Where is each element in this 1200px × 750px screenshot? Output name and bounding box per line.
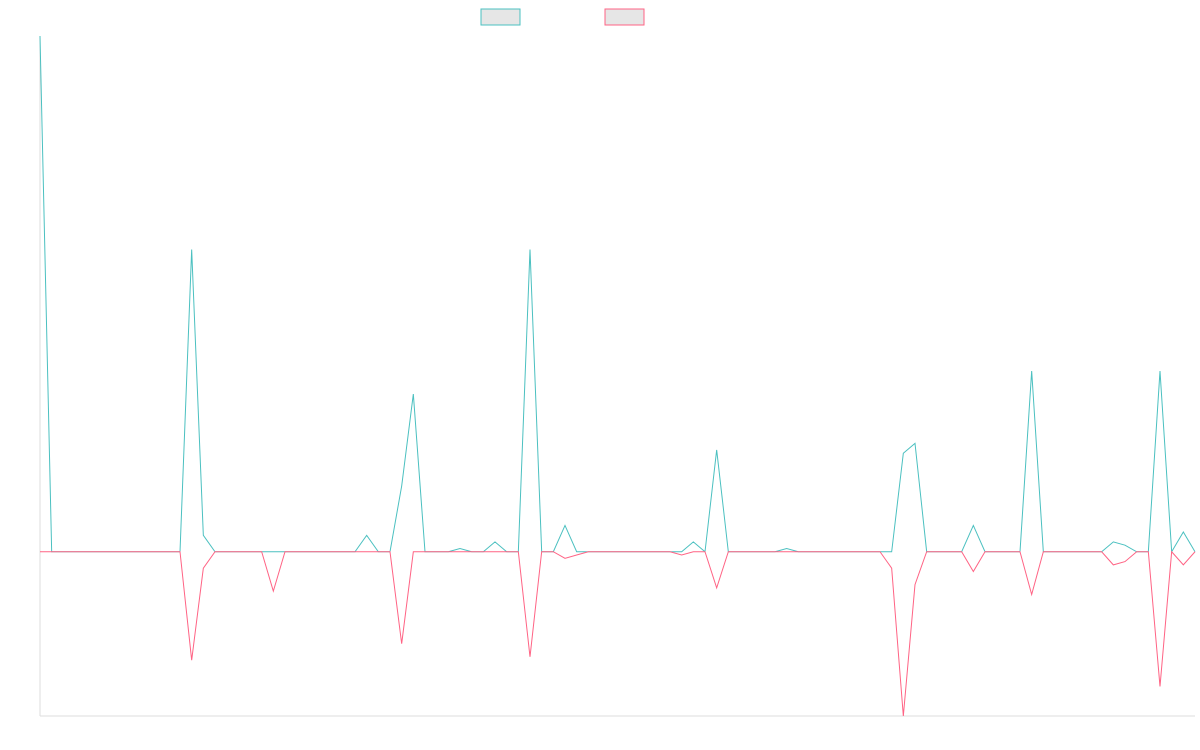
- legend-swatch-1[interactable]: [480, 8, 521, 26]
- series-1-line: [39, 35, 1196, 554]
- series-2: [40, 550, 1196, 717]
- series-2-line: [40, 550, 1196, 717]
- series-1: [39, 35, 1196, 554]
- plot-area: [39, 35, 1196, 717]
- legend[interactable]: [480, 8, 645, 26]
- legend-swatch-2[interactable]: [604, 8, 645, 26]
- axes: [39, 36, 1195, 717]
